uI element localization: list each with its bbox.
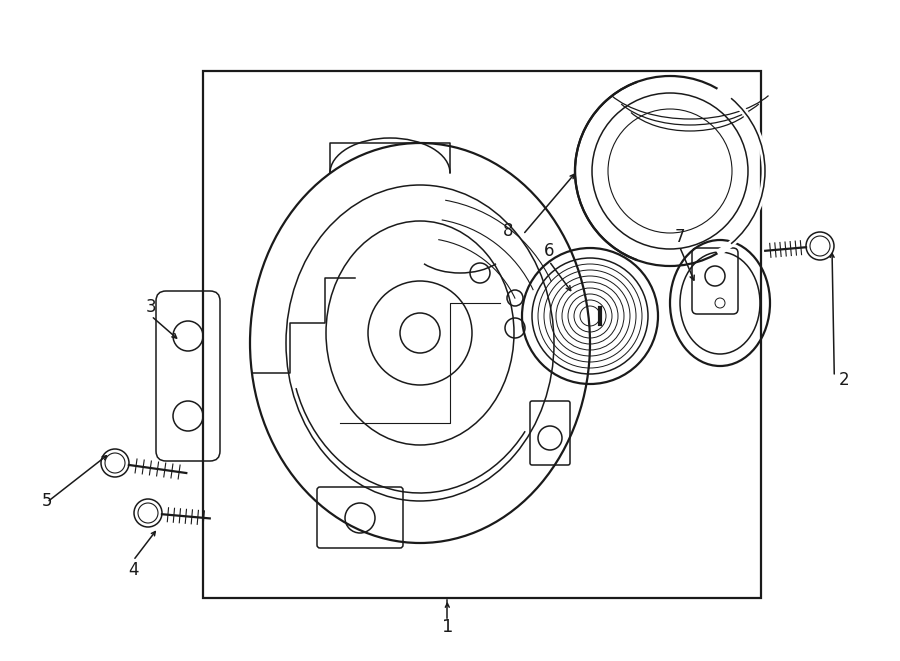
Bar <box>202 71 760 598</box>
Text: 3: 3 <box>146 298 157 317</box>
Text: 5: 5 <box>41 492 52 510</box>
Text: 2: 2 <box>839 371 850 389</box>
Text: 7: 7 <box>674 227 685 246</box>
Text: 1: 1 <box>442 617 453 636</box>
Text: 6: 6 <box>544 242 554 260</box>
Text: 4: 4 <box>128 561 139 579</box>
Text: 8: 8 <box>503 222 514 241</box>
